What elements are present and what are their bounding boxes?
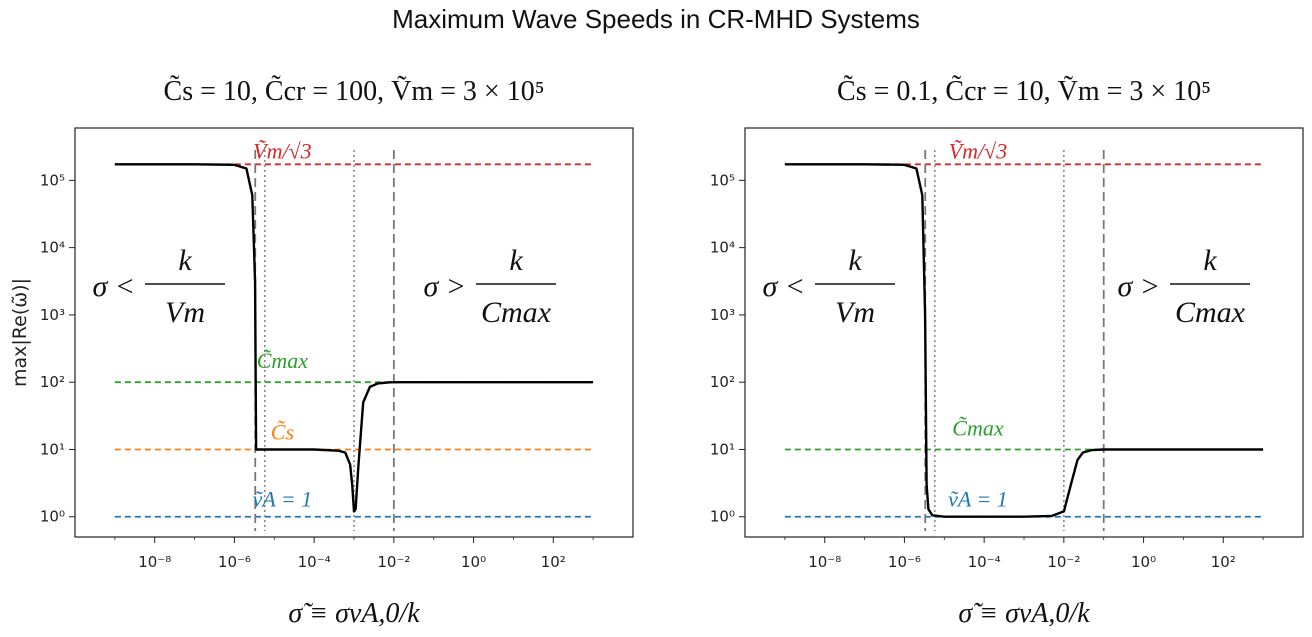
reference-label: C̃max	[257, 348, 309, 373]
region-label-lhs: σ >	[1117, 270, 1160, 303]
y-tick-label: 10²	[710, 373, 735, 391]
plot-frame	[744, 127, 1304, 538]
x-tick-label: 10²	[541, 553, 566, 571]
region-label-den: Cmax	[481, 296, 552, 329]
y-tick-label: 10²	[40, 373, 65, 391]
x-tick-label: 10⁰	[1131, 553, 1156, 571]
region-label-lhs: σ <	[92, 270, 135, 303]
y-tick-label: 10⁴	[710, 239, 735, 257]
reference-label: ṽA = 1	[253, 487, 313, 512]
region-label: σ > k Cmax	[423, 244, 556, 329]
region-label: σ > k Cmax	[1117, 244, 1250, 329]
panel-title: C̃s = 10, C̃cr = 100, Ṽm = 3 × 10⁵	[164, 75, 545, 107]
x-tick-label: 10⁻⁴	[968, 553, 1001, 571]
region-label-den: Vm	[165, 296, 205, 329]
region-label-num: k	[509, 244, 523, 277]
region-label-num: k	[1203, 244, 1217, 277]
right-panel: C̃s = 0.1, C̃cr = 10, Ṽm = 3 × 10⁵ 10⁻⁸ 10…	[710, 75, 1304, 629]
region-label-den: Cmax	[1175, 296, 1246, 329]
region-label: σ < k Vm	[92, 244, 225, 329]
x-tick-label: 10⁻⁶	[888, 553, 921, 571]
y-axis-label: max|Re(ω̃)|	[9, 278, 31, 387]
x-tick-label: 10⁻⁴	[298, 553, 331, 571]
series-line	[114, 163, 594, 513]
y-tick-label: 10⁴	[40, 239, 65, 257]
x-axis-label: σ̃ ≡ σvA,0/k	[288, 598, 420, 629]
x-tick-label: 10⁻⁸	[138, 553, 171, 571]
reference-label: C̃max	[952, 415, 1004, 440]
x-tick-label: 10⁰	[461, 553, 486, 571]
reference-label: C̃s	[271, 419, 294, 444]
y-tick-label: 10⁵	[40, 171, 65, 189]
region-label-num: k	[178, 244, 192, 277]
x-axis-label: σ̃ ≡ σvA,0/k	[958, 598, 1090, 629]
y-tick-label: 10¹	[40, 440, 65, 458]
y-tick-label: 10⁰	[40, 508, 65, 526]
region-label-lhs: σ >	[423, 270, 466, 303]
reference-label: ṽA = 1	[948, 487, 1008, 512]
x-tick-label: 10²	[1211, 553, 1236, 571]
region-label: σ < k Vm	[762, 244, 895, 329]
y-tick-label: 10³	[710, 306, 735, 324]
reference-label: Ṽm/√3	[949, 138, 1008, 163]
x-tick-label: 10⁻⁶	[218, 553, 251, 571]
y-tick-label: 10¹	[710, 440, 735, 458]
region-label-num: k	[848, 244, 862, 277]
x-tick-label: 10⁻⁸	[808, 553, 841, 571]
x-tick-label: 10⁻²	[1047, 553, 1080, 571]
series-line	[784, 163, 1264, 518]
region-label-lhs: σ <	[762, 270, 805, 303]
reference-label: Ṽm/√3	[253, 138, 312, 163]
left-panel: C̃s = 10, C̃cr = 100, Ṽm = 3 × 10⁵ 10⁻⁸ 10…	[9, 75, 634, 629]
region-label-den: Vm	[835, 296, 875, 329]
x-tick-label: 10⁻²	[377, 553, 410, 571]
y-tick-label: 10⁰	[710, 508, 735, 526]
y-tick-label: 10⁵	[710, 171, 735, 189]
figure-suptitle: Maximum Wave Speeds in CR-MHD Systems	[392, 4, 920, 34]
y-tick-label: 10³	[40, 306, 65, 324]
panel-title: C̃s = 0.1, C̃cr = 10, Ṽm = 3 × 10⁵	[837, 75, 1211, 107]
